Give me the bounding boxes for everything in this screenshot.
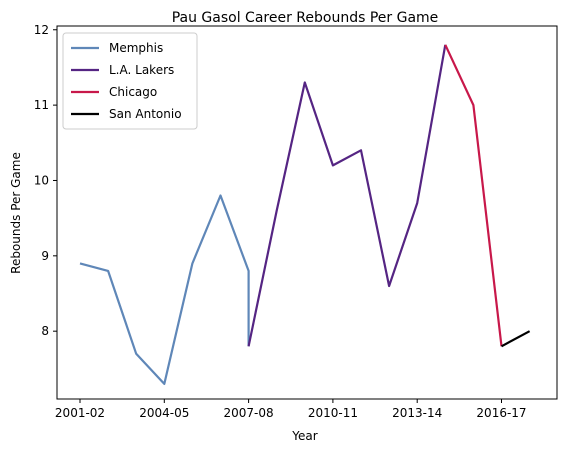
y-axis-ticks: 8 9 10 11 12 (34, 23, 57, 338)
x-axis-ticks: 2001-02 2004-05 2007-08 2010-11 2013-14 2016-… (55, 399, 527, 420)
legend-label-chicago: Chicago (109, 85, 157, 99)
series-line-san-antonio (500, 330, 531, 348)
x-tick-label: 2001-02 (55, 406, 105, 420)
x-tick-label: 2010-11 (308, 406, 358, 420)
y-tick-label: 11 (34, 98, 49, 112)
plot-area-frame (56, 25, 558, 400)
series-line-l-a-lakers (247, 44, 447, 347)
x-axis-label: Year (291, 429, 317, 443)
legend: Memphis L.A. Lakers Chicago San Antonio (62, 32, 198, 130)
series-line-memphis (79, 194, 250, 385)
y-axis-label: Rebounds Per Game (9, 152, 23, 274)
legend-box (62, 32, 198, 130)
legend-label-l-a-lakers: L.A. Lakers (109, 63, 174, 77)
y-tick-label: 12 (34, 23, 49, 37)
y-tick-label: 10 (34, 173, 49, 187)
x-tick-label: 2016-17 (476, 406, 526, 420)
x-tick-label: 2004-05 (139, 406, 189, 420)
x-tick-label: 2007-08 (224, 406, 274, 420)
plot-marks (79, 44, 531, 385)
chart-title: Pau Gasol Career Rebounds Per Game (172, 10, 439, 26)
legend-label-memphis: Memphis (109, 41, 163, 55)
x-tick-label: 2013-14 (392, 406, 442, 420)
y-tick-label: 8 (41, 324, 49, 338)
legend-label-san-antonio: San Antonio (109, 107, 182, 121)
y-tick-label: 9 (41, 249, 49, 263)
series-line-chicago (444, 44, 503, 347)
